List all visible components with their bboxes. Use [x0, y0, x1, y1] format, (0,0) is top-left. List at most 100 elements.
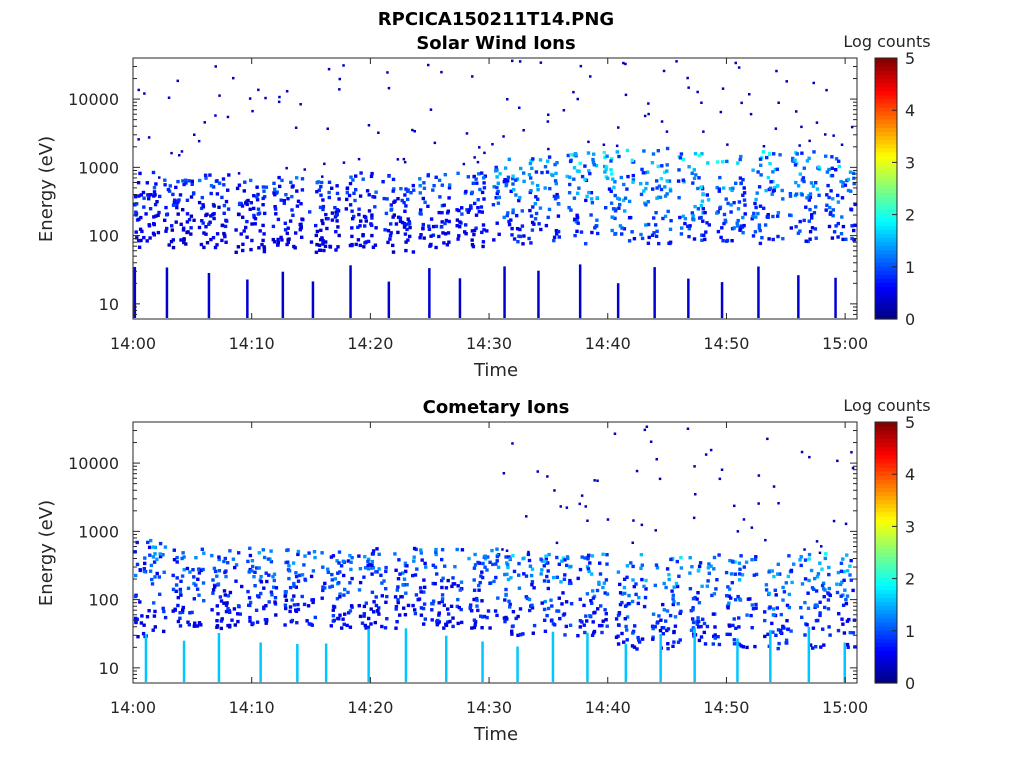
heatmap-cell	[542, 564, 546, 568]
heatmap-cell	[341, 617, 345, 621]
heatmap-cell	[703, 642, 708, 646]
heatmap-cell	[402, 225, 407, 229]
heatmap-cell	[803, 548, 806, 551]
heatmap-cell	[793, 158, 797, 162]
heatmap-cell	[511, 177, 515, 181]
heatmap-cell	[746, 597, 751, 601]
heatmap-cell	[839, 561, 844, 565]
heatmap-cell	[530, 580, 535, 584]
heatmap-cell	[321, 198, 325, 202]
heatmap-cell	[359, 171, 363, 175]
x-tick-label: 14:20	[347, 698, 393, 717]
heatmap-cell	[794, 225, 798, 229]
heatmap-cell	[798, 558, 802, 562]
heatmap-cell	[213, 585, 217, 589]
heatmap-cell	[385, 617, 389, 621]
heatmap-cell	[750, 626, 754, 630]
heatmap-cell	[574, 152, 578, 156]
heatmap-cell	[403, 193, 407, 197]
heatmap-cell	[276, 243, 280, 247]
heatmap-cell	[286, 197, 290, 201]
heatmap-cell	[725, 594, 729, 598]
heatmap-cell	[569, 208, 573, 212]
heatmap-cell	[349, 560, 353, 564]
heatmap-cell	[481, 244, 485, 249]
heatmap-cell	[680, 226, 684, 230]
heatmap-cell	[732, 642, 737, 646]
heatmap-cell	[483, 151, 486, 155]
heatmap-cell	[272, 572, 277, 576]
heatmap-cell	[767, 570, 771, 574]
heatmap-cell	[504, 555, 508, 559]
heatmap-cell	[205, 241, 210, 245]
heatmap-cell	[516, 614, 520, 619]
heatmap-cell	[582, 603, 586, 608]
heatmap-cell	[364, 626, 368, 630]
heatmap-cell	[342, 573, 346, 578]
heatmap-cell	[511, 554, 515, 558]
heatmap-cell	[654, 234, 659, 238]
heatmap-cell	[252, 206, 256, 211]
heatmap-cell	[221, 177, 226, 181]
heatmap-cell	[218, 595, 223, 599]
colorbar-tick-label: 2	[905, 570, 915, 589]
heatmap-cell	[185, 198, 190, 202]
heatmap-cell	[152, 233, 156, 237]
heatmap-cell	[482, 228, 486, 232]
heatmap-cell	[590, 601, 594, 605]
heatmap-cell	[197, 225, 202, 230]
colorbar-segment	[875, 184, 897, 190]
heatmap-cell	[662, 608, 666, 612]
heatmap-cell	[718, 477, 722, 481]
heatmap-cell	[503, 572, 507, 577]
heatmap-cell	[556, 214, 561, 218]
heatmap-cell	[152, 601, 156, 605]
heatmap-cell	[302, 563, 306, 567]
heatmap-cell	[395, 588, 399, 592]
axes-frame	[132, 421, 858, 684]
colorbar-segment	[875, 168, 897, 173]
heatmap-cell	[326, 217, 330, 221]
heatmap-cell	[219, 626, 223, 631]
heatmap-cell	[749, 613, 753, 618]
heatmap-cell	[544, 554, 548, 558]
heatmap-cell	[705, 221, 709, 225]
heatmap-cell	[713, 633, 717, 637]
heatmap-cell	[342, 161, 346, 164]
colorbar-segment	[875, 475, 897, 480]
heatmap-cell	[182, 555, 186, 559]
heatmap-cell	[337, 617, 341, 621]
heatmap-cell	[467, 556, 471, 561]
heatmap-cell	[178, 193, 183, 197]
heatmap-cell	[276, 237, 280, 242]
heatmap-cell	[427, 63, 430, 67]
heatmap-cell	[851, 171, 856, 175]
heatmap-cell	[801, 176, 806, 180]
heatmap-cell	[457, 208, 461, 213]
heatmap-cell	[634, 582, 638, 586]
heatmap-cell	[817, 193, 821, 197]
heatmap-cell	[546, 120, 550, 123]
heatmap-cell	[349, 604, 354, 608]
heatmap-cell	[479, 614, 483, 618]
heatmap-cell	[264, 571, 268, 575]
heatmap-cell	[396, 585, 400, 589]
heatmap-cell	[178, 587, 182, 592]
heatmap-cell	[283, 221, 287, 225]
heatmap-cell	[403, 223, 408, 227]
heatmap-cell	[470, 190, 474, 194]
heatmap-cell	[751, 607, 756, 611]
heatmap-cell	[336, 245, 340, 249]
heatmap-cell	[808, 455, 811, 459]
figure-title: RPCICA150211T14.PNG	[378, 9, 614, 30]
heatmap-cell	[215, 179, 219, 183]
heatmap-cell	[503, 178, 507, 182]
heatmap-cell	[463, 230, 467, 234]
heatmap-cell	[706, 566, 711, 570]
heatmap-cell	[850, 236, 854, 241]
heatmap-cell	[503, 598, 507, 602]
heatmap-cell	[652, 624, 656, 629]
colorbar-segment	[875, 66, 897, 71]
heatmap-cell	[234, 250, 238, 254]
heatmap-cell	[728, 632, 732, 637]
